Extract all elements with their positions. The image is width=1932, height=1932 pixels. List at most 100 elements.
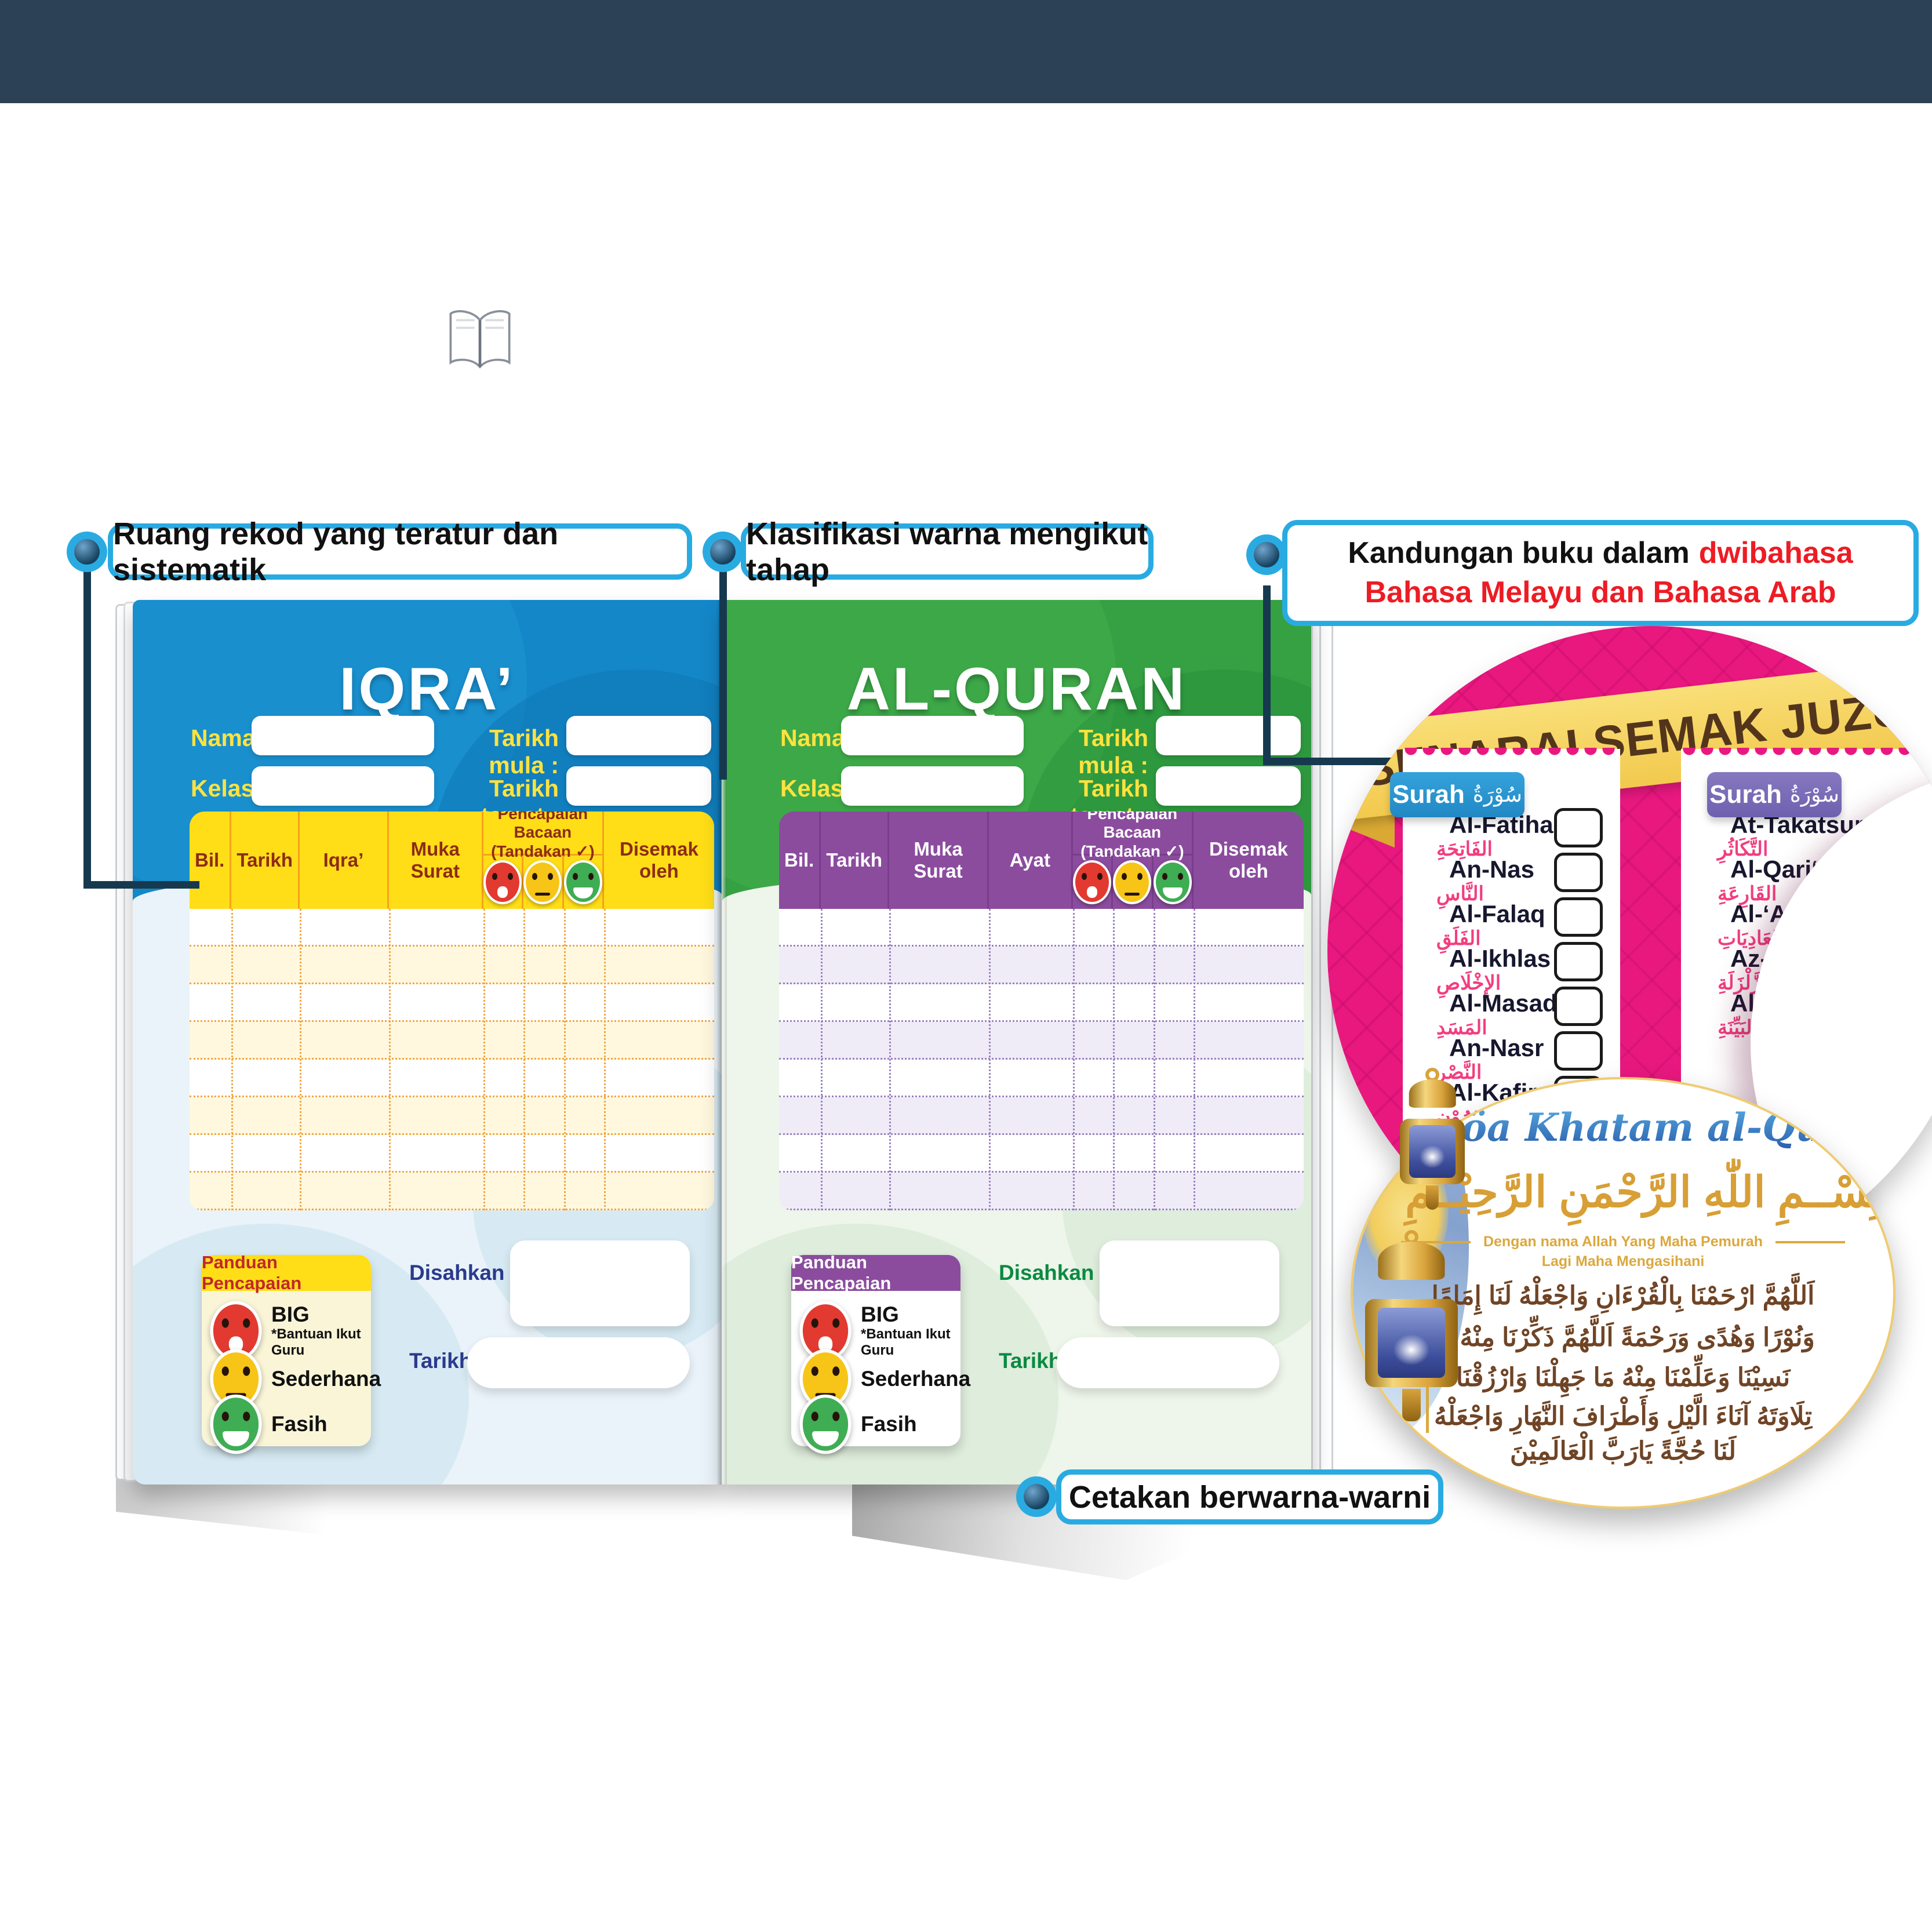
table-row[interactable]	[190, 909, 714, 947]
table-body	[190, 909, 714, 1210]
lantern-icon	[1365, 1230, 1458, 1421]
col-muka-surat: Muka Surat	[889, 812, 989, 909]
column-divider	[821, 909, 823, 1210]
surah-checkbox[interactable]	[1554, 942, 1603, 981]
col-bil: Bil.	[779, 812, 821, 909]
tarikh-input[interactable]	[467, 1337, 690, 1388]
col-disemak: Disemak oleh	[1209, 838, 1288, 882]
surah-checkbox[interactable]	[1554, 987, 1603, 1026]
divider	[1775, 1240, 1846, 1243]
legend-item-big: BIG *Bantuan Ikut Guru	[799, 1301, 960, 1361]
nama-input[interactable]	[252, 716, 434, 755]
col-iqra: Iqra’	[300, 812, 389, 909]
page-title: Contoh Halaman Dalam	[556, 301, 1302, 377]
callout-line-middle	[719, 571, 727, 780]
table-row[interactable]	[190, 947, 714, 984]
col-bil: Bil.	[190, 812, 232, 909]
tarikh-mula-input[interactable]	[1156, 716, 1301, 755]
surah-tab-left: Surah سُوْرَةُ	[1390, 772, 1525, 817]
legend-item-fasih: Fasih	[799, 1394, 917, 1454]
column-divider	[603, 909, 606, 1210]
surah-checkbox[interactable]	[1554, 808, 1603, 847]
disahkan-input[interactable]	[1100, 1240, 1279, 1326]
tarikh-mula-label: Tarikh mula :	[489, 725, 559, 778]
happy-face-icon	[210, 1394, 262, 1454]
table-row[interactable]	[190, 1097, 714, 1135]
table-row[interactable]	[779, 1022, 1304, 1060]
table-row[interactable]	[779, 984, 1304, 1022]
lantern-icon	[1400, 1068, 1465, 1210]
sad-face-icon	[483, 860, 522, 904]
book-spine	[716, 600, 727, 1485]
column-divider	[300, 909, 302, 1210]
table-row[interactable]	[190, 1173, 714, 1210]
column-divider	[388, 909, 391, 1210]
bismillah-translation-2: Lagi Maha Mengasihani	[1541, 1253, 1705, 1269]
table-header: Bil. Tarikh Muka Surat Ayat Pencapaian B…	[779, 812, 1304, 909]
kelas-input[interactable]	[841, 766, 1024, 806]
tarikh-tamat-input[interactable]	[1156, 766, 1301, 806]
table-row[interactable]	[779, 1135, 1304, 1173]
legend-item-fasih: Fasih	[210, 1394, 328, 1454]
legend-item-big: BIG *Bantuan Ikut Guru	[210, 1301, 371, 1361]
divider	[1400, 1240, 1471, 1243]
column-divider	[231, 909, 234, 1210]
col-pencapaian: Pencapaian Bacaan (Tandakan ✓)	[483, 812, 604, 909]
table-row[interactable]	[190, 1135, 714, 1173]
neutral-face-icon	[523, 860, 562, 904]
header-band	[0, 0, 1932, 103]
table-row[interactable]	[779, 1173, 1304, 1210]
alquran-record-table: Bil. Tarikh Muka Surat Ayat Pencapaian B…	[779, 812, 1304, 1210]
table-row[interactable]	[779, 947, 1304, 984]
table-header: Bil. Tarikh Iqra’ Muka Surat Pencapaian …	[190, 812, 714, 909]
happy-face-icon	[1153, 860, 1192, 904]
connector-dot	[703, 532, 743, 572]
connector-dot	[1016, 1476, 1057, 1517]
table-row[interactable]	[190, 1060, 714, 1097]
nama-input[interactable]	[841, 716, 1024, 755]
sad-face-icon	[1072, 860, 1111, 904]
surah-checkbox[interactable]	[1554, 897, 1603, 937]
column-divider	[989, 909, 991, 1210]
column-divider	[1072, 909, 1075, 1210]
column-divider	[483, 909, 485, 1210]
column-divider	[1113, 909, 1115, 1210]
surah-checkbox[interactable]	[1554, 1031, 1603, 1071]
list-item: Al-Masad المَسَدِ	[1403, 987, 1620, 1039]
alquran-title: AL-QURAN	[846, 656, 1187, 723]
list-item: An-Nas النَّاسِ	[1403, 853, 1620, 905]
table-row[interactable]	[779, 1097, 1304, 1135]
table-row[interactable]	[190, 984, 714, 1022]
column-divider	[563, 909, 566, 1210]
surah-list-left: Al-Fatihah الفَاتِحَةِ An-Nas النَّاسِ Al-…	[1403, 808, 1620, 1128]
connector-dot	[1246, 534, 1287, 575]
table-row[interactable]	[779, 909, 1304, 947]
tarikh-mula-label: Tarikh mula :	[1078, 725, 1148, 778]
legend-title: Panduan Pencapaian	[202, 1252, 371, 1293]
kelas-input[interactable]	[252, 766, 434, 806]
surah-checkbox[interactable]	[1554, 853, 1603, 892]
col-disemak: Disemak oleh	[620, 838, 698, 882]
column-divider	[889, 909, 892, 1210]
dua-line: وَنُوْرًا وَهُدًى وَرَحْمَةً اَللَّهُمَّ…	[1431, 1323, 1815, 1352]
open-book-icon	[449, 310, 511, 369]
col-tarikh: Tarikh	[821, 812, 890, 909]
legend-item-sederhana: Sederhana	[210, 1349, 381, 1409]
column-divider	[1153, 909, 1155, 1210]
tarikh-input[interactable]	[1057, 1337, 1279, 1388]
dua-line: تِلَاوَتَهُ آنَاءَ الَّيْلِ وَأَطْرَافَ …	[1433, 1402, 1812, 1431]
doa-title: Döa Khatam al-Quran	[1422, 1105, 1893, 1150]
neutral-face-icon	[210, 1349, 262, 1409]
surah-tab-right: Surah سُوْرَةُ	[1707, 772, 1842, 817]
alquran-page: AL-QURAN Nama : Tarikh mula : Kelas : Ta…	[722, 600, 1311, 1485]
callout-rekod: Ruang rekod yang teratur dan sistematik	[108, 516, 692, 587]
column-divider	[523, 909, 526, 1210]
panduan-pencapaian-legend: Panduan Pencapaian BIG *Bantuan Ikut Guru…	[202, 1252, 381, 1454]
connector-dot	[67, 532, 107, 572]
tarikh-mula-input[interactable]	[566, 716, 711, 755]
column-divider	[1193, 909, 1195, 1210]
table-row[interactable]	[779, 1060, 1304, 1097]
tarikh-tamat-input[interactable]	[566, 766, 711, 806]
disahkan-input[interactable]	[510, 1240, 690, 1326]
table-row[interactable]	[190, 1022, 714, 1060]
